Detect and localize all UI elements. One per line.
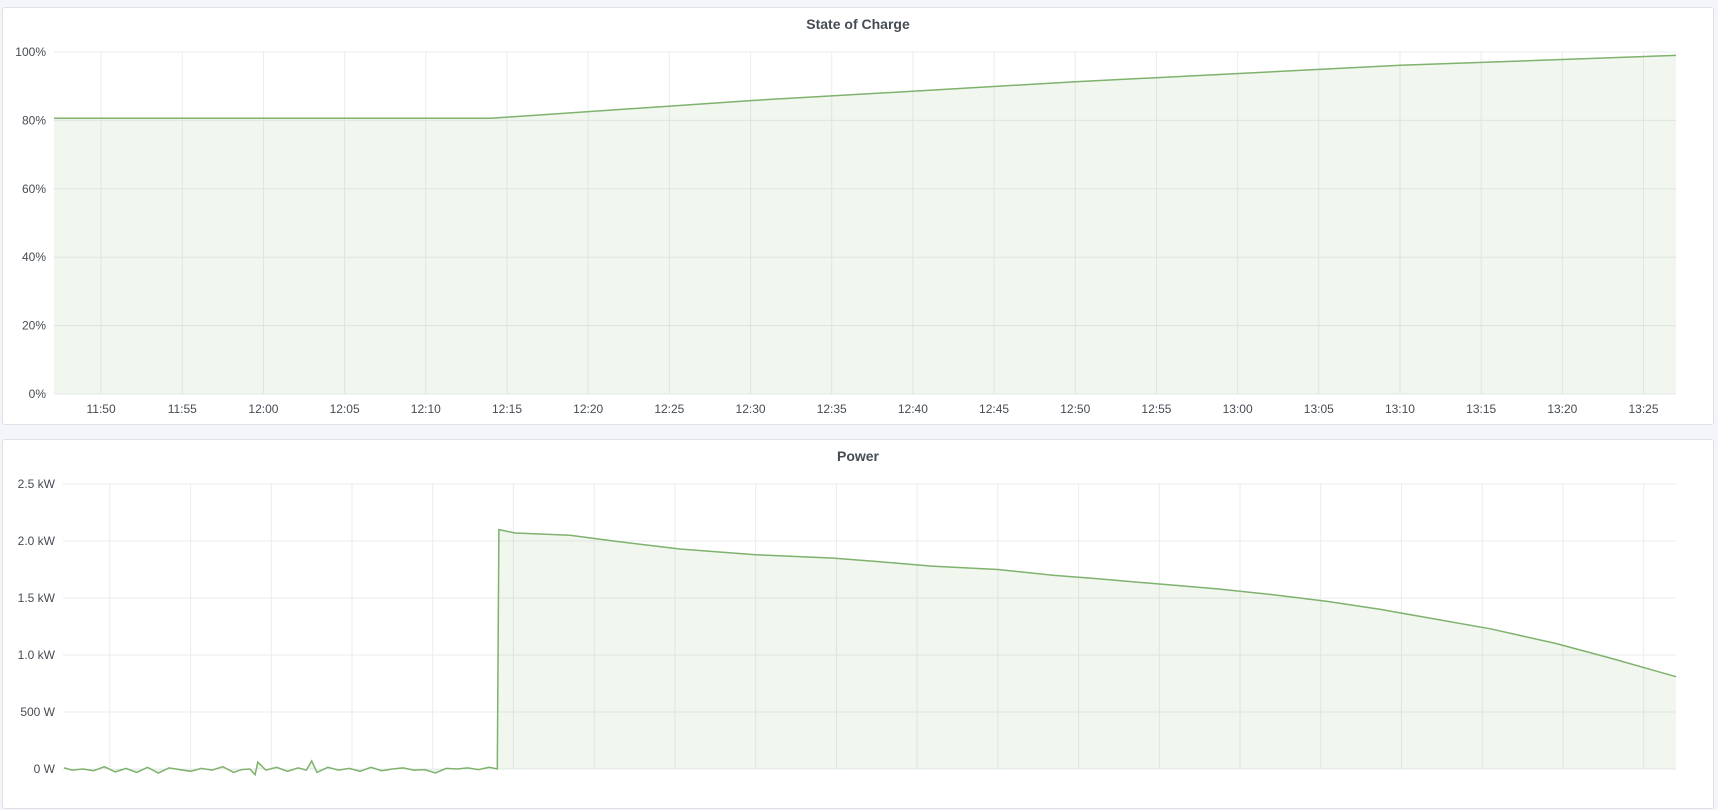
x-tick-label: 13:00 (1223, 402, 1253, 416)
panel-title: Power (836, 448, 879, 464)
x-tick-label: 12:10 (411, 402, 441, 416)
x-tick-label: 12:05 (330, 402, 360, 416)
y-tick-label: 500 W (20, 705, 55, 719)
x-tick-label: 11:55 (168, 402, 197, 416)
y-tick-label: 60% (22, 182, 46, 196)
x-tick-label: 12:45 (979, 402, 1009, 416)
x-tick-label: 13:05 (1304, 402, 1334, 416)
x-tick-label: 11:50 (87, 402, 116, 416)
x-tick-label: 12:15 (492, 402, 522, 416)
y-tick-label: 100% (15, 45, 46, 59)
y-tick-label: 2.5 kW (18, 477, 56, 491)
power-chart: 0 W 500 W 1.0 kW 1.5 kW 2.0 kW 2.5 kW (18, 477, 1677, 777)
x-tick-label: 12:20 (573, 402, 603, 416)
series-line (54, 54, 1677, 120)
x-tick-label: 12:30 (736, 402, 766, 416)
series-area (54, 55, 1676, 395)
series-area (64, 529, 1676, 775)
y-tick-label: 1.0 kW (18, 648, 56, 662)
y-tick-label: 2.0 kW (18, 534, 56, 548)
x-tick-label: 13:25 (1629, 402, 1659, 416)
x-tick-label: 12:35 (817, 402, 847, 416)
x-tick-label: 13:15 (1466, 402, 1496, 416)
y-tick-label: 20% (22, 319, 46, 333)
series-line (63, 528, 1677, 777)
x-tick-label: 13:10 (1385, 402, 1415, 416)
y-tick-label: 1.5 kW (18, 591, 56, 605)
x-tick-label: 12:50 (1060, 402, 1090, 416)
panel-title: State of Charge (806, 16, 910, 32)
y-tick-label: 40% (22, 250, 46, 264)
y-tick-label: 0 W (34, 762, 56, 776)
power-panel: Power 0 W 500 W 1.0 kW 1.5 kW 2.0 kW 2.5 kW (2, 439, 1714, 809)
x-tick-label: 12:40 (898, 402, 928, 416)
x-tick-label: 12:25 (654, 402, 684, 416)
state-of-charge-chart: 0% 20% 40% 60% 80% 100% 11:50 11:55 12:00 12:05 12… (15, 45, 1677, 416)
x-tick-label: 13:20 (1547, 402, 1577, 416)
x-tick-label: 12:55 (1141, 402, 1171, 416)
y-tick-label: 0% (29, 387, 47, 401)
y-tick-label: 80% (22, 113, 46, 127)
x-tick-label: 12:00 (248, 402, 278, 416)
state-of-charge-panel: State of Charge 0% 20% 40% 60% 80% 100% 11:50 1… (2, 7, 1714, 425)
